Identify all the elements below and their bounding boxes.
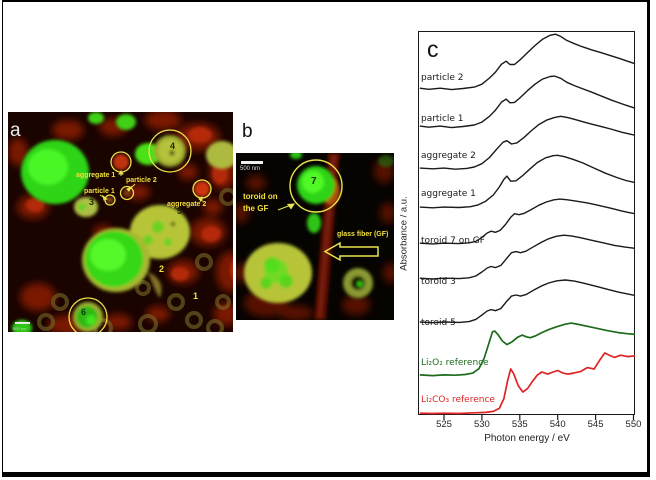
y-axis-title: Absorbance / a.u. [398, 196, 410, 271]
micrograph-annotation-2: aggregate 1 [76, 172, 116, 179]
x-tick-label: 540 [549, 419, 566, 430]
series-label-1: particle 1 [421, 114, 464, 125]
leader-arrows [99, 170, 203, 203]
micrograph-annotation-14: 7 [311, 176, 317, 187]
micrograph-annotation-7: 5 [177, 206, 183, 216]
spectrum-curve-5 [419, 234, 636, 280]
x-tick-label: 545 [587, 419, 604, 430]
scale-bar-a [15, 322, 30, 324]
micrograph-annotation-1: 4 [170, 141, 176, 151]
annotation-circle-7 [289, 159, 343, 213]
series-label-5: toroid 3 [421, 276, 456, 287]
micrograph-annotation-0: a [10, 120, 21, 141]
panel-c-label: c [427, 36, 439, 62]
scale-bar-b [241, 161, 263, 164]
glass-fiber-arrow [323, 241, 379, 262]
spectra-curves [419, 33, 636, 420]
x-tick-label: 525 [436, 419, 452, 430]
panel-b-micrograph [236, 153, 394, 320]
spectrum-curve-1 [419, 75, 636, 129]
green-particles-b [244, 153, 394, 303]
micrograph-annotation-13: 500 nm [240, 166, 261, 172]
micrograph-annotation-17: glass fiber (GF) [337, 231, 389, 238]
spectrum-curve-6 [419, 279, 636, 324]
series-label-3: aggregate 1 [421, 189, 476, 200]
spectrum-curve-0 [419, 33, 636, 91]
micrograph-annotation-15: toroid on [243, 192, 278, 201]
series-label-6: toroid 5 [421, 318, 456, 329]
spectrum-curve-7 [419, 322, 636, 377]
x-tick-label: 530 [473, 419, 490, 430]
micrograph-annotation-10: 6 [81, 307, 87, 317]
micrograph-annotation-11: 500 nm [13, 326, 27, 331]
micrograph-annotation-8: 2 [159, 264, 165, 274]
red-bright-spots [26, 127, 233, 281]
micrograph-annotation-5: aggregate 2 [167, 201, 207, 208]
micrograph-annotation-16: the GF [243, 204, 269, 213]
spectrum-curve-2 [419, 115, 636, 170]
series-label-0: particle 2 [421, 73, 464, 84]
panel-a-micrograph [8, 112, 233, 332]
micrograph-annotation-3: particle 1 [84, 188, 115, 195]
x-axis-title: Photon energy / eV [484, 433, 570, 444]
micrograph-annotation-4: particle 2 [126, 177, 157, 184]
micrograph-annotation-6: 3 [89, 197, 95, 207]
series-label-2: aggregate 2 [421, 151, 476, 162]
green-particles [12, 112, 233, 332]
micrograph-annotation-9: 1 [193, 291, 199, 301]
spectrum-curve-3 [419, 154, 636, 209]
toroid-label-arrow [277, 203, 296, 211]
series-label-8: Li₂CO₃ reference [421, 395, 495, 406]
series-label-4: toroid 7 on GF [421, 236, 485, 247]
spectrum-curve-4 [419, 198, 636, 245]
spectrum-curve-8 [419, 352, 636, 415]
x-tick-label: 535 [511, 419, 528, 430]
series-label-7: Li₂O₂ reference [421, 357, 489, 368]
x-tick-label: 550 [625, 419, 642, 430]
micrograph-annotation-12: b [242, 121, 253, 142]
